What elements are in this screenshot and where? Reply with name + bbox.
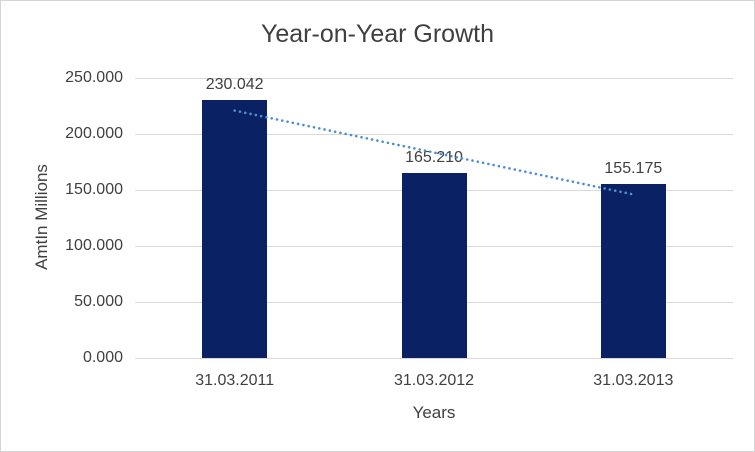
data-label: 230.042 <box>205 76 264 94</box>
y-axis-tick-label: 100.000 <box>65 237 123 254</box>
bar <box>202 100 268 358</box>
y-axis-tick-label: 0.000 <box>82 349 123 366</box>
gridline <box>135 357 733 359</box>
y-axis-tick-label: 250.000 <box>65 69 123 86</box>
bar <box>401 172 467 358</box>
y-axis-tick-label: 50.000 <box>74 293 123 310</box>
bar <box>600 184 666 358</box>
y-axis-tick-label: 200.000 <box>65 125 123 142</box>
x-axis-tick-label: 31.03.2012 <box>393 372 475 389</box>
x-axis-tick-label: 31.03.2013 <box>593 372 674 389</box>
data-label: 155.175 <box>604 160 663 178</box>
y-axis-tick-label: 150.000 <box>65 181 123 198</box>
x-axis-title: Years <box>412 403 456 422</box>
x-axis-tick-label: 31.03.2011 <box>195 372 275 389</box>
gridline <box>135 77 733 79</box>
chart-title: Year-on-Year Growth <box>260 20 494 48</box>
data-label: 165.210 <box>405 148 463 166</box>
